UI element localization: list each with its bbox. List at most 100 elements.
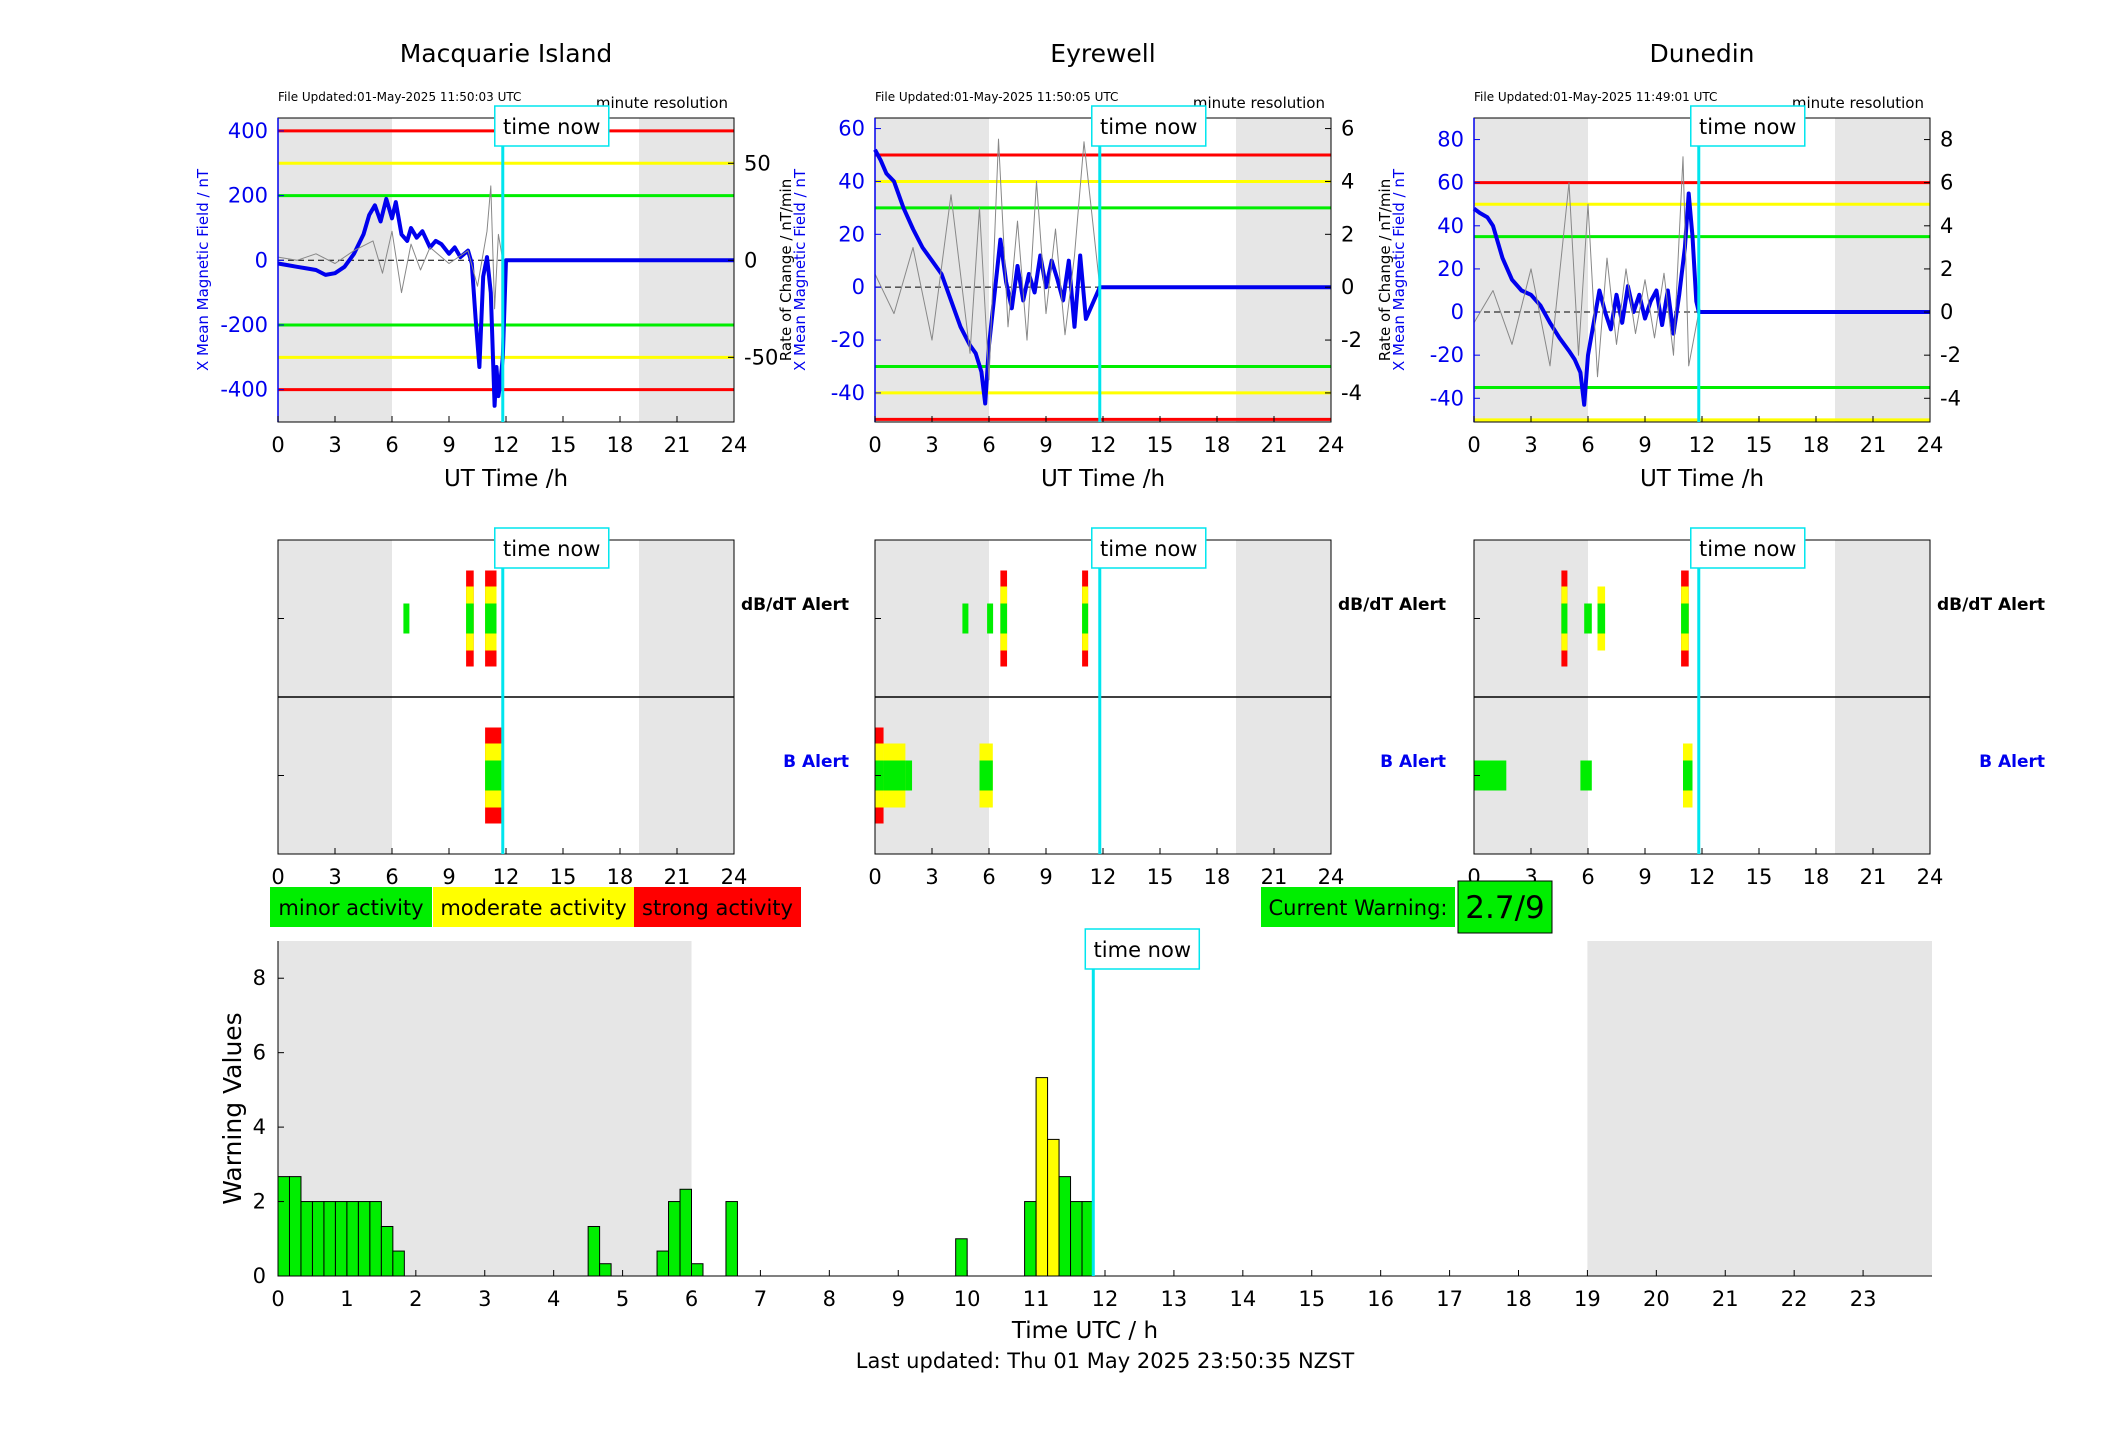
legend-label-moderate: moderate activity (440, 896, 626, 920)
y-tick-label: 400 (228, 119, 268, 143)
x-tick-label: 24 (1318, 433, 1345, 457)
time-now-box (1091, 527, 1207, 569)
y-right-tick-label: 0 (744, 248, 757, 272)
alert-bar (403, 603, 410, 634)
x-tick-label: 8 (823, 1287, 836, 1311)
y-tick-label: 20 (838, 222, 865, 246)
x-tick-label: 23 (1850, 1287, 1877, 1311)
warning-bar (1035, 1077, 1049, 1277)
x-tick-label: 12 (1689, 865, 1716, 889)
x-tick-label: 21 (1860, 865, 1887, 889)
x-tick-label: 7 (754, 1287, 767, 1311)
alert-row-label: dB/dT Alert (1937, 595, 2045, 615)
x-axis-label: UT Time /h (1640, 466, 1764, 492)
x-tick-label: 12 (493, 433, 520, 457)
y-tick-label: 8 (253, 966, 266, 990)
x-tick-label: 21 (1860, 433, 1887, 457)
time-now-label: time now (503, 115, 600, 139)
warning-bar (679, 1188, 693, 1277)
resolution-label: minute resolution (596, 94, 728, 112)
time-now-box (1690, 105, 1806, 147)
x-tick-label: 0 (868, 865, 881, 889)
y-tick-label: 0 (255, 248, 268, 272)
x-tick-label: 6 (982, 433, 995, 457)
x-tick-label: 16 (1367, 1287, 1394, 1311)
y-tick-label: 200 (228, 184, 268, 208)
warning-bar (656, 1250, 670, 1277)
y-tick-label: 80 (1437, 128, 1464, 152)
x-tick-label: 9 (1638, 865, 1651, 889)
x-tick-label: 18 (607, 865, 634, 889)
file-updated: File Updated:01-May-2025 11:50:05 UTC (875, 90, 1118, 104)
chart-title: Macquarie Island (400, 39, 613, 68)
alert-row-label: B Alert (1380, 752, 1446, 772)
x-tick-label: 15 (550, 865, 577, 889)
x-tick-label: 15 (1746, 433, 1773, 457)
y-axis-label: X Mean Magnetic Field / nT (1390, 168, 1408, 371)
x-tick-label: 0 (1467, 433, 1480, 457)
warning-bar (587, 1225, 601, 1277)
x-tick-label: 24 (721, 433, 748, 457)
time-now-label: time now (1094, 938, 1191, 962)
y-right-tick-label: 0 (1940, 300, 1953, 324)
x-tick-label: 9 (892, 1287, 905, 1311)
warning-bar (725, 1201, 738, 1277)
x-tick-label: 18 (607, 433, 634, 457)
y-tick-label: -20 (831, 328, 865, 352)
current-warning-box (1261, 887, 1455, 927)
alert-bar (1561, 603, 1568, 634)
legend-label-strong: strong activity (642, 896, 793, 920)
x-tick-label: 24 (1917, 433, 1944, 457)
legend-label-minor: minor activity (278, 896, 423, 920)
legend-swatch-minor (270, 887, 432, 927)
y-right-tick-label: -50 (744, 345, 778, 369)
resolution-label: minute resolution (1792, 94, 1924, 112)
alert-bar (1597, 603, 1606, 634)
alert-row-label: dB/dT Alert (741, 595, 849, 615)
alert-bar (905, 760, 913, 791)
alert-bar (1683, 760, 1693, 791)
chart-title: Eyrewell (1050, 39, 1155, 68)
x-tick-label: 17 (1436, 1287, 1463, 1311)
y-right-tick-label: -2 (1940, 343, 1961, 367)
x-tick-label: 6 (982, 865, 995, 889)
warning-bar (288, 1176, 302, 1277)
y-axis-label: X Mean Magnetic Field / nT (194, 168, 212, 371)
current-warning-label: Current Warning: (1269, 896, 1448, 920)
x-tick-label: 21 (1261, 865, 1288, 889)
alert-row-label: B Alert (783, 752, 849, 772)
y-right-tick-label: 6 (1940, 171, 1953, 195)
warning-bar (1047, 1138, 1060, 1277)
y-tick-label: 0 (1451, 300, 1464, 324)
x-axis-label: UT Time /h (1041, 466, 1165, 492)
time-now-label: time now (1100, 115, 1197, 139)
x-tick-label: 0 (271, 1287, 284, 1311)
alert-bar (466, 603, 474, 634)
y-tick-label: -200 (220, 313, 268, 337)
rate-of-change-line (874, 138, 1101, 381)
x-tick-label: 3 (925, 865, 938, 889)
x-tick-label: 24 (721, 865, 748, 889)
x-tick-label: 22 (1781, 1287, 1808, 1311)
warning-bar (369, 1201, 382, 1277)
warning-bar (599, 1263, 612, 1277)
x-tick-label: 24 (1917, 865, 1944, 889)
warning-bar (311, 1201, 325, 1277)
alert-row-label: B Alert (1979, 752, 2045, 772)
x-tick-label: 18 (1204, 433, 1231, 457)
last-updated: Last updated: Thu 01 May 2025 23:50:35 N… (856, 1349, 1355, 1373)
warning-bar (277, 1176, 290, 1277)
mean-field-line (1472, 191, 1930, 407)
alert-bar (979, 760, 993, 791)
warning-bar (955, 1238, 968, 1277)
x-tick-label: 3 (1524, 433, 1537, 457)
warning-bar (1058, 1176, 1072, 1277)
x-tick-label: 9 (442, 433, 455, 457)
y-tick-label: 60 (1437, 171, 1464, 195)
x-tick-label: 3 (478, 1287, 491, 1311)
time-now-box (494, 105, 610, 147)
alert-bar (962, 603, 969, 634)
night-shading (1236, 118, 1331, 422)
mean-field-line (277, 196, 734, 408)
alert-bar (485, 760, 503, 791)
